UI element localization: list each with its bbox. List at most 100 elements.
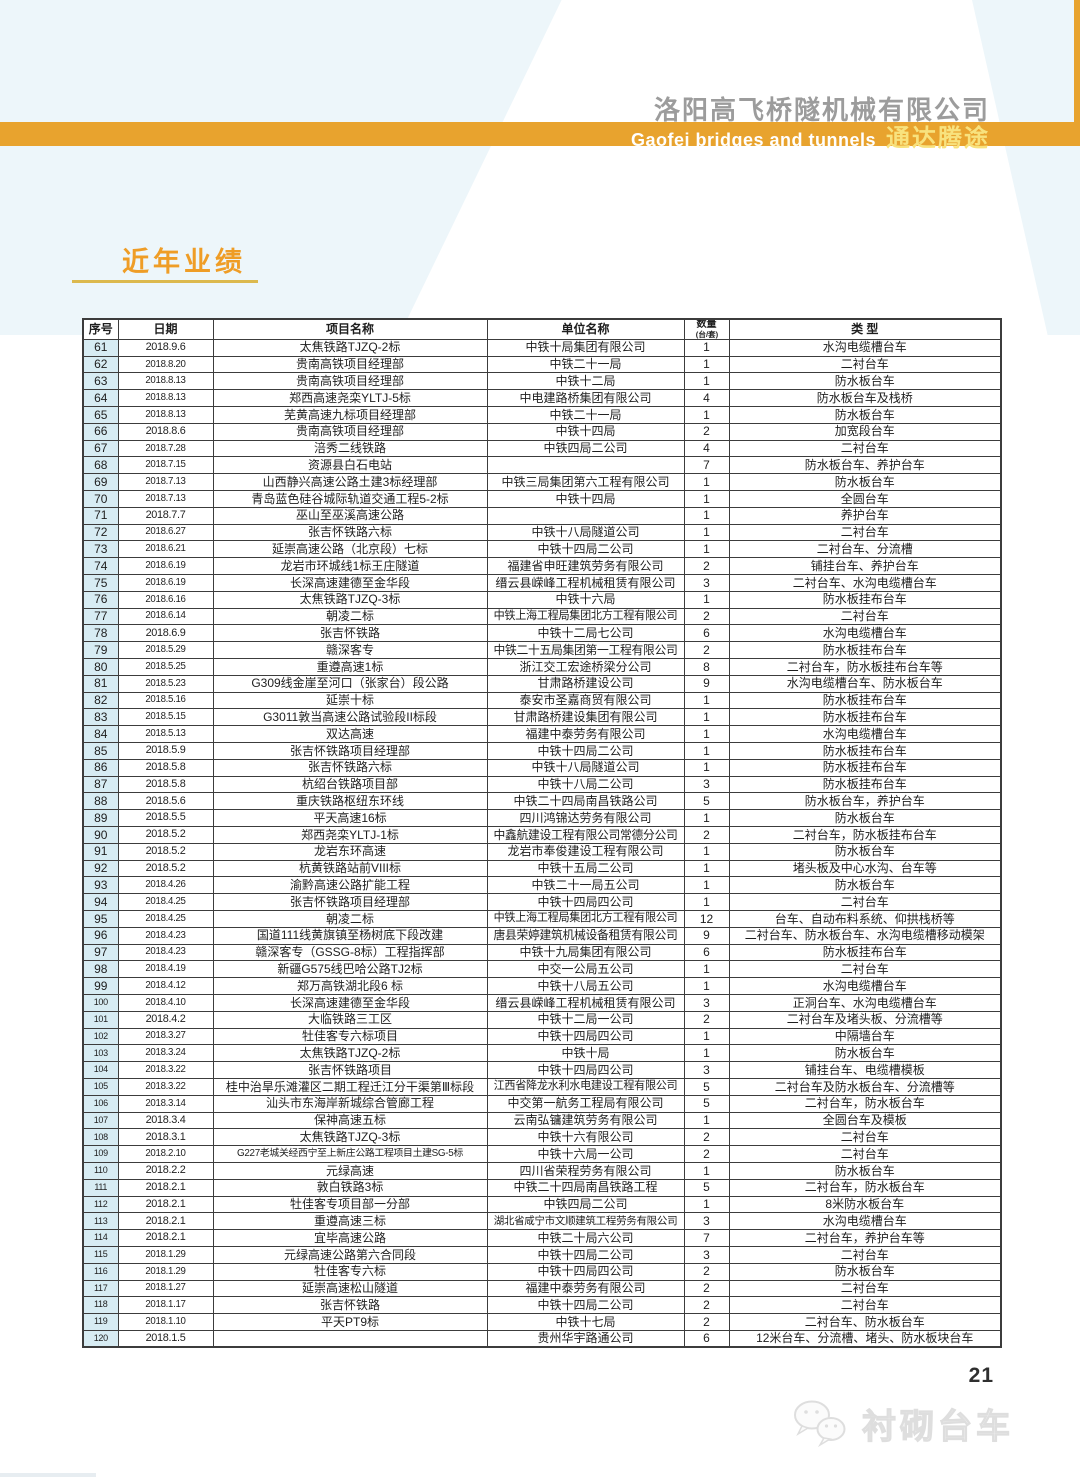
cell-type: 水沟电缆槽台车 (728, 1212, 1002, 1231)
cell-project: 龙岩东环高速 (212, 842, 488, 861)
table-row: 81 2018.5.23 G309线金崖至河口（张家台）段公路 甘肃路桥建设公司 9 水沟… (82, 674, 1002, 693)
cell-qty: 2 (683, 1296, 730, 1315)
cell-date: 2018.5.2 (117, 842, 214, 861)
cell-qty: 5 (683, 792, 730, 811)
cell-seq: 104 (82, 1061, 119, 1079)
cell-date: 2018.5.5 (117, 809, 214, 827)
cell-date: 2018.4.23 (117, 943, 214, 962)
cell-type: 水沟电缆槽台车、防水板台车 (728, 674, 1002, 693)
cell-unit: 中铁十八局隧道公司 (486, 523, 685, 542)
cell-date: 2018.8.6 (117, 422, 214, 441)
cell-unit (486, 506, 685, 525)
cell-seq: 96 (82, 926, 119, 945)
cell-project: 太焦铁路TJZQ-3标 (212, 1128, 488, 1147)
cell-qty: 1 (683, 977, 730, 995)
cell-seq: 107 (82, 1111, 119, 1130)
cell-type: 防水板台车，养护台车 (728, 792, 1002, 811)
cell-unit: 甘肃路桥建设集团有限公司 (486, 708, 685, 727)
cell-qty: 1 (683, 490, 730, 508)
cell-unit (486, 456, 685, 475)
table-row: 77 2018.6.14 朝凌二标 中铁上海工程局集团北方工程有限公司 2 二衬台车 (82, 607, 1002, 626)
table-row: 76 2018.6.16 太焦铁路TJZQ-3标 中铁十六局 1 防水板挂布台车 (82, 590, 1002, 609)
cell-unit: 中铁上海工程局集团北方工程有限公司 (486, 607, 685, 626)
cell-project: 长深高速建德至金华段 (212, 993, 488, 1012)
cell-seq: 98 (82, 960, 119, 979)
cell-date: 2018.1.5 (117, 1329, 214, 1348)
cell-qty: 2 (683, 1313, 730, 1331)
cell-type: 水沟电缆槽台车 (728, 624, 1002, 643)
cell-type: 二衬台车 (728, 607, 1002, 626)
cell-unit: 湖北省咸宁市文顺建筑工程劳务有限公司 (486, 1212, 685, 1231)
cell-date: 2018.7.13 (117, 490, 214, 508)
cell-unit: 中铁十八局二公司 (486, 775, 685, 794)
cell-date: 2018.2.1 (117, 1195, 214, 1214)
column-header-seq: 序号 (82, 318, 119, 340)
table-row: 99 2018.4.12 郑万高铁湖北段6 标中铁十八局五公司 1 水沟电缆槽台车 (82, 977, 1002, 995)
cell-project: 郑西高速尧栾YLTJ-5标 (212, 389, 488, 408)
cell-unit: 中铁二十一局五公司 (486, 876, 685, 895)
table-row: 89 2018.5.5 平天高速16标 四川鸿锦达劳务有限公司 1 防水板台车 (82, 809, 1002, 827)
cell-seq: 103 (82, 1044, 119, 1063)
cell-seq: 120 (82, 1329, 119, 1348)
cell-type: 防水板台车 (728, 473, 1002, 492)
cell-unit: 中铁十六局一公司 (486, 1145, 685, 1163)
cell-project: 保神高速五标 (212, 1111, 488, 1130)
cell-date: 2018.5.8 (117, 775, 214, 794)
cell-project: 双达高速 (212, 725, 488, 744)
table-row: 94 2018.4.25 张吉怀铁路项目经理部 中铁十四局四公司 1 二衬台车 (82, 893, 1002, 911)
cell-type: 二衬台车 (728, 1128, 1002, 1147)
cell-seq: 92 (82, 859, 119, 878)
performance-table: 序号 日期 项目名称 单位名称 数量 (台/套) 类 型 61 2018.9.6 太… (82, 318, 1002, 1349)
cell-unit: 甘肃路桥建设公司 (486, 674, 685, 693)
cell-seq: 111 (82, 1178, 119, 1197)
cell-date: 2018.8.13 (117, 406, 214, 424)
cell-date: 2018.5.2 (117, 859, 214, 878)
cell-qty: 3 (683, 574, 730, 592)
cell-type: 防水板挂布台车 (728, 775, 1002, 794)
cell-type: 防水板台车 (728, 406, 1002, 424)
table-row: 86 2018.5.8 张吉怀铁路六标 中铁十八局隧道公司 1 防水板挂布台车 (82, 758, 1002, 777)
cell-date: 2018.3.24 (117, 1044, 214, 1063)
cell-seq: 63 (82, 372, 119, 391)
cell-qty: 1 (683, 876, 730, 895)
table-row: 105 2018.3.22 桂中治旱乐滩灌区二期工程迁江分干渠第Ⅲ标段 江西省降龙水利… (82, 1077, 1002, 1096)
cell-type: 水沟电缆槽台车 (728, 725, 1002, 744)
cell-project: 杭绍台铁路项目部 (212, 775, 488, 794)
table-row: 82 2018.5.16 延崇十标 泰安市圣嘉商贸有限公司 1 防水板挂布台车 (82, 691, 1002, 710)
cell-seq: 95 (82, 909, 119, 928)
cell-type: 二衬台车及堵头板、分流槽等 (728, 1010, 1002, 1029)
cell-unit: 中铁二十一局 (486, 355, 685, 374)
table-row: 69 2018.7.13 山西静兴高速公路土建3标经理部 中铁三局集团第六工程有限公司… (82, 473, 1002, 492)
cell-qty: 3 (683, 1245, 730, 1264)
cell-type: 防水板挂布台车 (728, 708, 1002, 727)
cell-type: 防水板台车 (728, 1161, 1002, 1180)
table-row: 96 2018.4.23 国道111线黄旗镇至杨树底下段改建 唐县荣婷建筑机械设备租赁… (82, 926, 1002, 945)
cell-unit: 中铁十四局四公司 (486, 893, 685, 911)
table-row: 78 2018.6.9 张吉怀铁路 中铁十二局七公司 6 水沟电缆槽台车 (82, 624, 1002, 643)
cell-type: 加宽段台车 (728, 422, 1002, 441)
cell-project: 元绿高速 (212, 1161, 488, 1180)
cell-date: 2018.7.7 (117, 506, 214, 525)
cell-qty: 1 (683, 960, 730, 979)
cell-qty: 2 (683, 422, 730, 441)
cell-date: 2018.6.19 (117, 574, 214, 592)
cell-seq: 93 (82, 876, 119, 895)
table-body: 61 2018.9.6 太焦铁路TJZQ-2标 中铁十局集团有限公司 1 水沟电缆槽台车 6… (82, 338, 1002, 1348)
cell-project: 重庆铁路枢纽东环线 (212, 792, 488, 811)
quantity-label: 数量 (696, 319, 717, 330)
cell-date: 2018.6.14 (117, 607, 214, 626)
cell-type: 防水板挂布台车 (728, 758, 1002, 777)
cell-project: 宜毕高速公路 (212, 1229, 488, 1247)
table-row: 98 2018.4.19 新疆G575线巴哈公路TJ2标 中交一公局五公司 1 二衬台车 (82, 960, 1002, 979)
cell-project: 平天PT9标 (212, 1313, 488, 1331)
cell-date: 2018.9.6 (117, 338, 214, 357)
cell-type: 堵头板及中心水沟、台车等 (728, 859, 1002, 878)
cell-project: 山西静兴高速公路土建3标经理部 (212, 473, 488, 492)
cell-qty: 6 (683, 1329, 730, 1348)
cell-project: 张吉怀铁路六标 (212, 758, 488, 777)
table-row: 97 2018.4.23 赣深客专（GSSG-8标）工程指挥部 中铁十九局集团有限公司… (82, 943, 1002, 962)
cell-qty: 4 (683, 439, 730, 458)
cell-unit: 泰安市圣嘉商贸有限公司 (486, 691, 685, 710)
cell-type: 二衬台车、水沟电缆槽台车 (728, 574, 1002, 592)
cell-unit: 中铁二十局六公司 (486, 1229, 685, 1247)
